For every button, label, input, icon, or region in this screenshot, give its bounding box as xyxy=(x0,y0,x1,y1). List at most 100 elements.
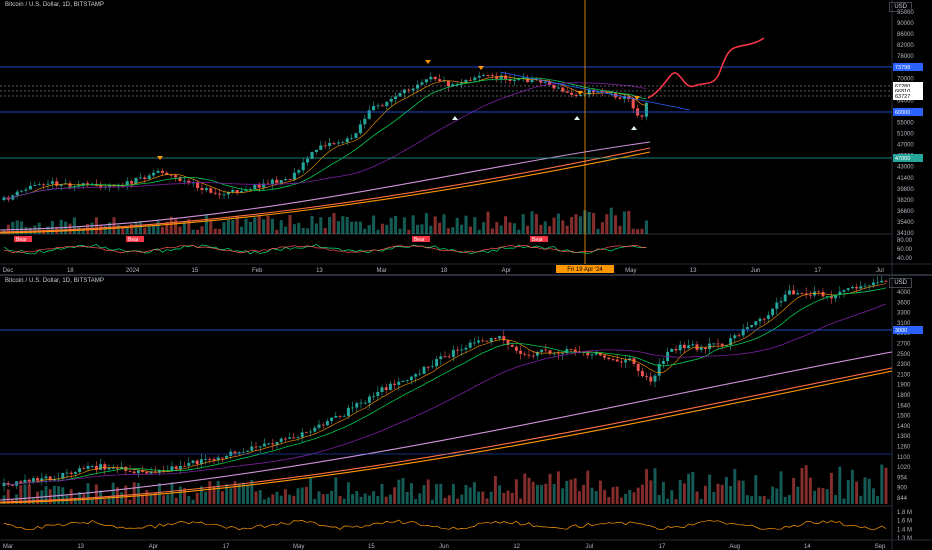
volume-bar xyxy=(323,227,327,234)
price-label-badge xyxy=(893,63,923,71)
y-axis-tick-label: 954 xyxy=(897,475,908,481)
volume-bar xyxy=(447,495,451,504)
candle-body xyxy=(82,468,86,470)
candle-body xyxy=(543,82,547,83)
volume-bar xyxy=(552,217,556,234)
y-axis-tick-label: 95000 xyxy=(897,10,914,16)
volume-bar xyxy=(182,221,186,234)
volume-bar xyxy=(191,499,195,504)
volume-bar xyxy=(510,492,514,504)
volume-bar xyxy=(863,477,867,504)
volume-bar xyxy=(666,498,670,504)
candle-body xyxy=(296,437,300,439)
volume-bar xyxy=(741,480,745,504)
candle-body xyxy=(143,177,147,180)
candle-body xyxy=(218,193,222,195)
currency-button-bottom[interactable]: USD xyxy=(889,278,912,288)
candle-body xyxy=(624,360,628,363)
volume-bar xyxy=(288,494,292,504)
volume-bar xyxy=(134,222,138,234)
volume-bar xyxy=(103,225,107,234)
candle-body xyxy=(310,151,314,159)
candle-body xyxy=(519,350,523,354)
candle-body xyxy=(187,180,191,183)
candle-body xyxy=(24,189,28,191)
swing-high-marker xyxy=(634,96,640,100)
bear-signal-badge xyxy=(530,236,548,242)
volume-bar xyxy=(523,473,527,504)
volume-bar xyxy=(443,497,447,504)
volume-bar xyxy=(561,488,565,504)
volume-bar xyxy=(598,480,602,504)
candle-body xyxy=(253,184,257,190)
chart-canvas-top[interactable]: 9500090000860008200078000740007000067000… xyxy=(0,0,932,274)
volume-bar xyxy=(485,498,489,504)
y-axis-tick-label: 2900 xyxy=(897,331,911,337)
volume-bar xyxy=(670,490,674,504)
candle-body xyxy=(235,189,239,193)
volume-bar xyxy=(804,465,808,504)
candle-body xyxy=(341,142,345,143)
volume-bar xyxy=(813,490,817,504)
candle-body xyxy=(270,179,274,185)
trend-line xyxy=(499,71,691,111)
volume-bar xyxy=(111,482,115,504)
volume-bar xyxy=(631,228,635,234)
candle-body xyxy=(884,280,888,282)
x-axis-tick-label: 13 xyxy=(690,268,697,274)
candle-body xyxy=(359,402,363,404)
x-axis-tick-label: 17 xyxy=(223,544,230,550)
candle-body xyxy=(279,180,283,184)
candle-body xyxy=(792,290,796,295)
candle-body xyxy=(455,83,459,85)
volume-bar xyxy=(237,483,241,504)
candle-body xyxy=(451,84,455,87)
volume-bar xyxy=(309,478,313,504)
currency-button-top[interactable]: USD xyxy=(889,2,912,12)
volume-bar xyxy=(586,470,590,504)
ma-long-line xyxy=(3,82,647,200)
candle-body xyxy=(758,318,762,322)
candle-body xyxy=(504,75,508,80)
x-axis-tick-label: Dec xyxy=(3,268,14,274)
x-axis-tick-label: 18 xyxy=(67,268,74,274)
volume-bar xyxy=(775,488,779,504)
candle-body xyxy=(31,478,35,482)
volume-bar xyxy=(695,491,699,504)
chart-pane-bottom[interactable]: 4000 3600 3300 3100 2900 2700 2500 2300 2100 1900… xyxy=(0,276,932,550)
candle-body xyxy=(556,353,560,355)
candle-body xyxy=(380,105,384,107)
chart-canvas-bottom[interactable]: 4000 3600 3300 3100 2900 2700 2500 2300 2100 1900… xyxy=(0,276,932,550)
candle-body xyxy=(429,76,433,80)
volume-bar xyxy=(640,228,644,234)
candle-body xyxy=(212,459,216,461)
candle-body xyxy=(416,84,420,89)
volume-bar xyxy=(592,212,596,234)
volume-bar xyxy=(398,228,402,234)
volume-bar xyxy=(235,216,239,234)
candle-body xyxy=(141,470,145,472)
oscillator-tick-label: 80.00 xyxy=(897,238,913,244)
candle-body xyxy=(99,464,103,470)
pane-divider[interactable] xyxy=(0,274,932,276)
candle-body xyxy=(871,282,875,286)
volume-bar xyxy=(871,488,875,504)
candle-body xyxy=(699,347,703,350)
volume-bar xyxy=(244,218,248,234)
volume-bar xyxy=(380,483,384,504)
candle-body xyxy=(90,466,94,467)
candle-body xyxy=(565,349,569,354)
x-axis-tick-label: 2024 xyxy=(126,268,140,274)
candle-body xyxy=(605,91,609,93)
candle-body xyxy=(510,344,514,347)
chart-pane-top[interactable]: 9500090000860008200078000740007000067000… xyxy=(0,0,932,274)
volume-bar xyxy=(212,485,216,504)
volume-bar xyxy=(439,483,443,504)
x-axis-tick-label: Jul xyxy=(585,544,593,550)
volume-bar xyxy=(468,226,472,234)
candle-body xyxy=(775,302,779,309)
volume-bar xyxy=(33,225,37,234)
volume-bar xyxy=(147,226,151,234)
candle-body xyxy=(796,293,800,295)
volume-bar xyxy=(90,499,94,504)
